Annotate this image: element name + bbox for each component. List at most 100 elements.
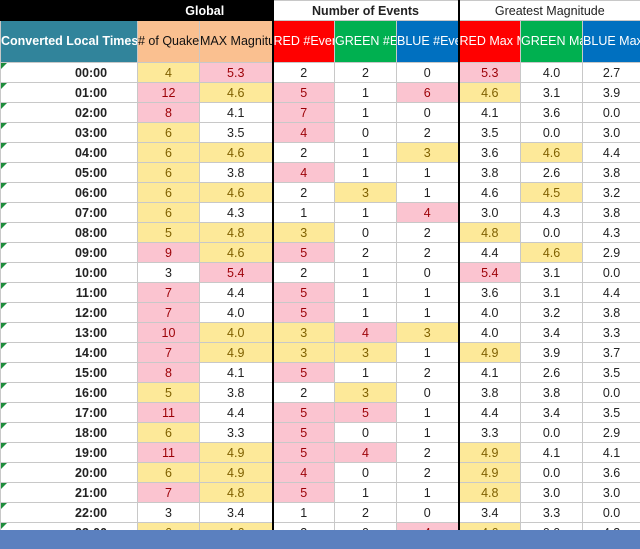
red-events-cell[interactable]: 4 bbox=[271, 462, 335, 483]
blue-max-mag-cell[interactable]: 3.3 bbox=[582, 322, 640, 343]
green-max-mag-cell[interactable]: 2.6 bbox=[520, 162, 584, 183]
red-max-mag-cell[interactable]: 4.8 bbox=[457, 482, 522, 503]
green-max-mag-header[interactable]: GREEN Max Mag bbox=[520, 20, 584, 63]
max-magnitude-cell[interactable]: 4.9 bbox=[199, 342, 273, 363]
green-events-cell[interactable]: 2 bbox=[334, 242, 397, 263]
num-quakes-cell[interactable]: 3 bbox=[137, 502, 200, 523]
max-magnitude-cell[interactable]: 4.0 bbox=[199, 322, 273, 343]
green-events-cell[interactable]: 0 bbox=[334, 422, 397, 443]
number-of-events-header[interactable]: Number of Events bbox=[271, 0, 460, 21]
time-cell[interactable]: 14:00 bbox=[0, 342, 138, 363]
blue-events-cell[interactable]: 1 bbox=[395, 302, 460, 323]
time-cell[interactable]: 01:00 bbox=[0, 82, 138, 103]
red-max-mag-cell[interactable]: 4.1 bbox=[457, 102, 522, 123]
red-max-mag-cell[interactable]: 3.6 bbox=[457, 142, 522, 163]
blue-max-mag-cell[interactable]: 0.0 bbox=[582, 382, 640, 403]
red-events-cell[interactable]: 5 bbox=[271, 302, 335, 323]
max-magnitude-cell[interactable]: 3.5 bbox=[199, 122, 273, 143]
time-cell[interactable]: 08:00 bbox=[0, 222, 138, 243]
num-quakes-cell[interactable]: 3 bbox=[137, 262, 200, 283]
time-cell[interactable]: 09:00 bbox=[0, 242, 138, 263]
blue-max-mag-cell[interactable]: 4.4 bbox=[582, 142, 640, 163]
blue-max-mag-cell[interactable]: 4.4 bbox=[582, 282, 640, 303]
blue-events-cell[interactable]: 1 bbox=[395, 162, 460, 183]
green-events-cell[interactable]: 0 bbox=[334, 462, 397, 483]
green-events-cell[interactable]: 4 bbox=[334, 322, 397, 343]
num-quakes-cell[interactable]: 9 bbox=[137, 242, 200, 263]
time-cell[interactable]: 13:00 bbox=[0, 322, 138, 343]
green-max-mag-cell[interactable]: 3.0 bbox=[520, 482, 584, 503]
time-cell[interactable]: 10:00 bbox=[0, 262, 138, 283]
blue-events-cell[interactable]: 4 bbox=[395, 202, 460, 223]
blue-max-mag-cell[interactable]: 2.9 bbox=[582, 242, 640, 263]
blue-events-cell[interactable]: 3 bbox=[395, 142, 460, 163]
max-magnitude-cell[interactable]: 4.9 bbox=[199, 442, 273, 463]
red-events-cell[interactable]: 5 bbox=[271, 82, 335, 103]
red-events-cell[interactable]: 2 bbox=[271, 262, 335, 283]
red-events-cell[interactable]: 2 bbox=[271, 382, 335, 403]
blue-max-mag-cell[interactable]: 0.0 bbox=[582, 262, 640, 283]
green-max-mag-cell[interactable]: 4.5 bbox=[520, 182, 584, 203]
green-max-mag-cell[interactable]: 3.1 bbox=[520, 262, 584, 283]
num-quakes-cell[interactable]: 8 bbox=[137, 362, 200, 383]
green-max-mag-cell[interactable]: 0.0 bbox=[520, 422, 584, 443]
red-events-cell[interactable]: 7 bbox=[271, 102, 335, 123]
green-events-cell[interactable]: 1 bbox=[334, 102, 397, 123]
green-max-mag-cell[interactable]: 3.9 bbox=[520, 342, 584, 363]
red-max-mag-cell[interactable]: 4.9 bbox=[457, 462, 522, 483]
num-quakes-cell[interactable]: 7 bbox=[137, 482, 200, 503]
blue-events-cell[interactable]: 2 bbox=[395, 442, 460, 463]
time-cell[interactable]: 12:00 bbox=[0, 302, 138, 323]
red-max-mag-cell[interactable]: 4.0 bbox=[457, 302, 522, 323]
num-quakes-cell[interactable]: 5 bbox=[137, 222, 200, 243]
num-quakes-cell[interactable]: 12 bbox=[137, 82, 200, 103]
blue-events-cell[interactable]: 3 bbox=[395, 322, 460, 343]
green-max-mag-cell[interactable]: 4.6 bbox=[520, 142, 584, 163]
green-max-mag-cell[interactable]: 4.6 bbox=[520, 242, 584, 263]
blue-max-mag-cell[interactable]: 3.8 bbox=[582, 162, 640, 183]
red-events-cell[interactable]: 1 bbox=[271, 202, 335, 223]
num-quakes-cell[interactable]: 6 bbox=[137, 142, 200, 163]
red-max-mag-cell[interactable]: 3.3 bbox=[457, 422, 522, 443]
blue-max-mag-cell[interactable]: 4.3 bbox=[582, 222, 640, 243]
green-events-cell[interactable]: 1 bbox=[334, 282, 397, 303]
green-max-mag-cell[interactable]: 3.6 bbox=[520, 102, 584, 123]
green-events-cell[interactable]: 1 bbox=[334, 362, 397, 383]
max-magnitude-cell[interactable]: 4.1 bbox=[199, 102, 273, 123]
time-cell[interactable]: 02:00 bbox=[0, 102, 138, 123]
red-max-mag-cell[interactable]: 3.4 bbox=[457, 502, 522, 523]
red-events-cell[interactable]: 2 bbox=[271, 182, 335, 203]
num-quakes-cell[interactable]: 6 bbox=[137, 202, 200, 223]
time-cell[interactable]: 20:00 bbox=[0, 462, 138, 483]
max-magnitude-cell[interactable]: 4.6 bbox=[199, 82, 273, 103]
green-events-cell[interactable]: 2 bbox=[334, 62, 397, 83]
red-events-header[interactable]: RED #Events bbox=[271, 20, 335, 63]
num-quakes-cell[interactable]: 5 bbox=[137, 382, 200, 403]
time-cell[interactable]: 11:00 bbox=[0, 282, 138, 303]
max-magnitude-cell[interactable]: 4.6 bbox=[199, 182, 273, 203]
green-events-cell[interactable]: 1 bbox=[334, 482, 397, 503]
blue-max-mag-cell[interactable]: 3.9 bbox=[582, 82, 640, 103]
red-events-cell[interactable]: 5 bbox=[271, 482, 335, 503]
time-cell[interactable]: 06:00 bbox=[0, 182, 138, 203]
red-events-cell[interactable]: 3 bbox=[271, 342, 335, 363]
max-magnitude-cell[interactable]: 4.4 bbox=[199, 402, 273, 423]
blue-events-header[interactable]: BLUE #Events bbox=[395, 20, 460, 63]
blue-events-cell[interactable]: 1 bbox=[395, 402, 460, 423]
blue-events-cell[interactable]: 2 bbox=[395, 462, 460, 483]
blue-events-cell[interactable]: 1 bbox=[395, 422, 460, 443]
blue-max-mag-cell[interactable]: 3.6 bbox=[582, 462, 640, 483]
blue-events-cell[interactable]: 1 bbox=[395, 482, 460, 503]
green-max-mag-cell[interactable]: 3.3 bbox=[520, 502, 584, 523]
red-max-mag-header[interactable]: RED Max Mag bbox=[457, 20, 522, 63]
blue-events-cell[interactable]: 0 bbox=[395, 382, 460, 403]
corner-cell[interactable] bbox=[0, 0, 138, 21]
blue-max-mag-cell[interactable]: 4.1 bbox=[582, 442, 640, 463]
red-max-mag-cell[interactable]: 3.5 bbox=[457, 122, 522, 143]
max-magnitude-cell[interactable]: 5.3 bbox=[199, 62, 273, 83]
time-cell[interactable]: 04:00 bbox=[0, 142, 138, 163]
time-cell[interactable]: 19:00 bbox=[0, 442, 138, 463]
time-cell[interactable]: 03:00 bbox=[0, 122, 138, 143]
max-magnitude-cell[interactable]: 4.6 bbox=[199, 242, 273, 263]
num-quakes-cell[interactable]: 6 bbox=[137, 162, 200, 183]
